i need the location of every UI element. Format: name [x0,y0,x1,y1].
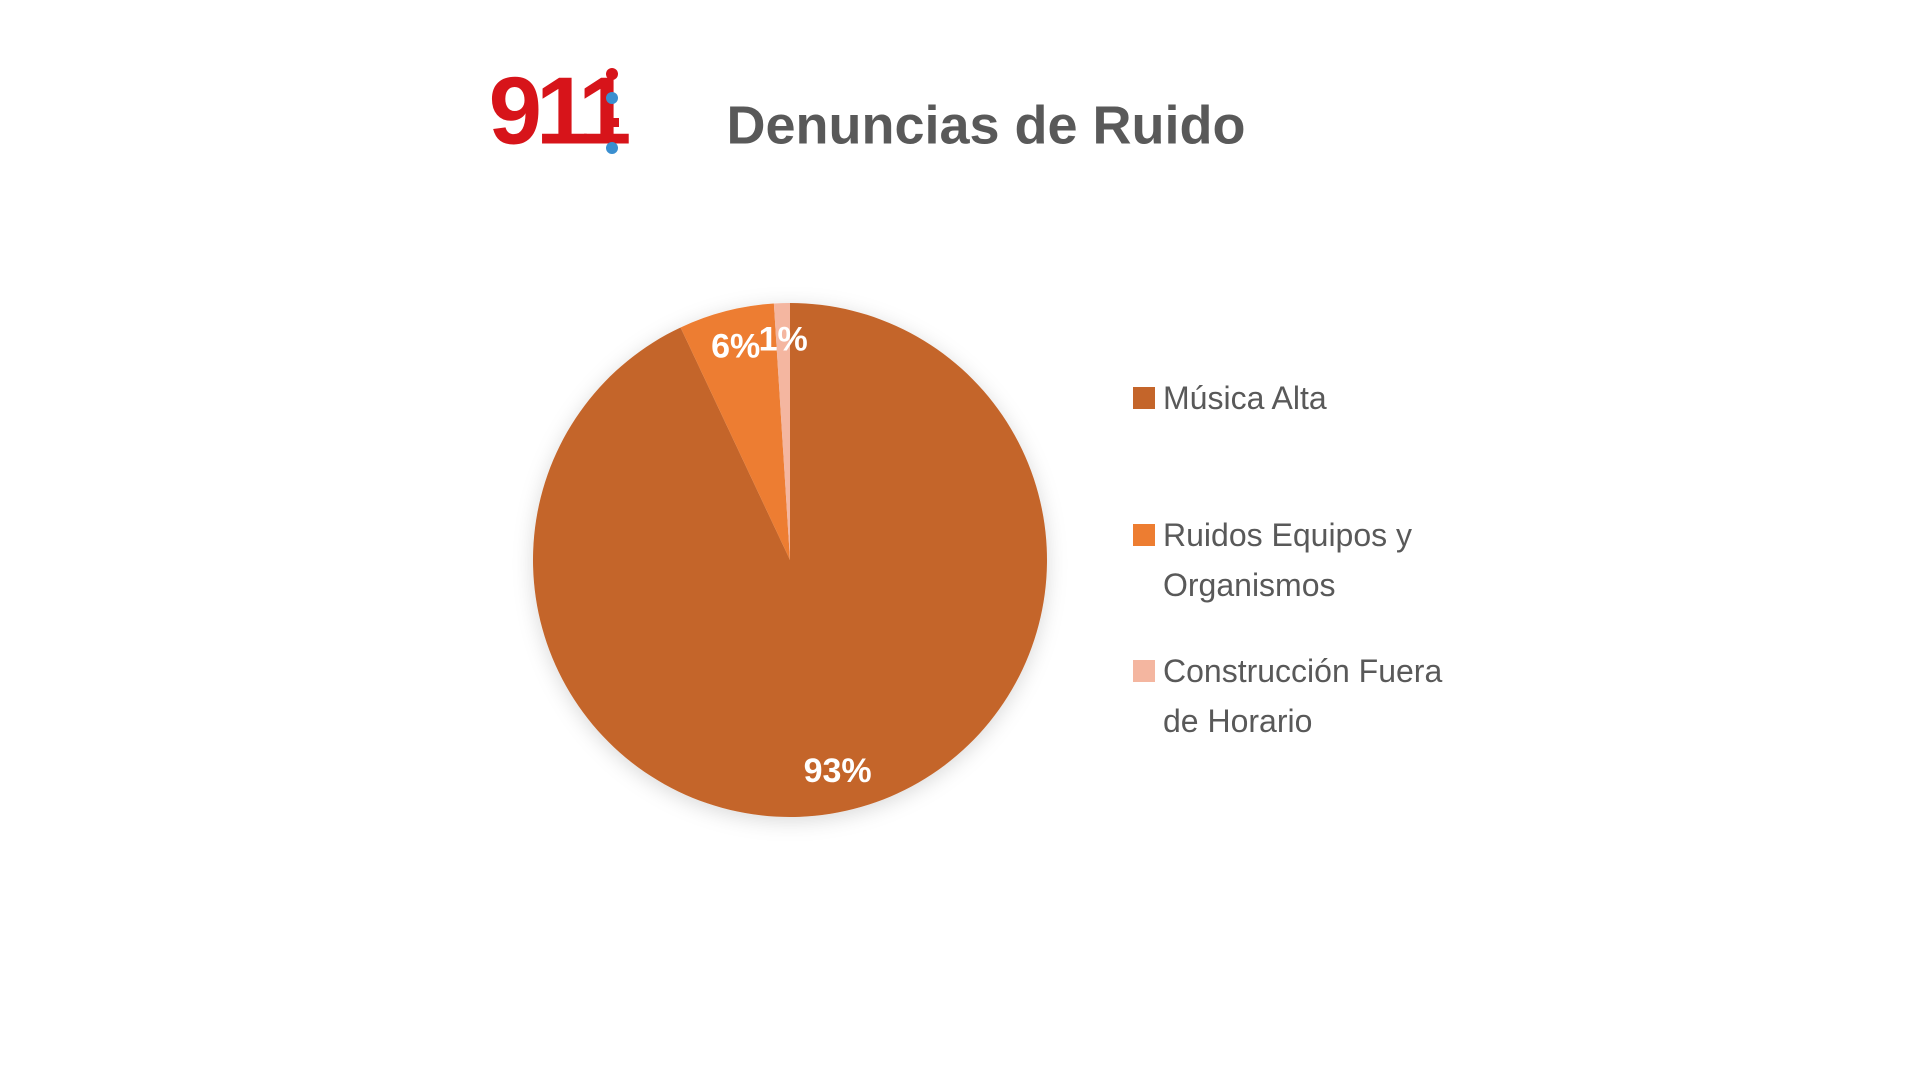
pie [532,303,1047,818]
data-label: 6% [711,327,760,365]
logo-icon [606,68,618,80]
legend-swatch [1133,387,1155,409]
legend-label: Música Alta [1163,380,1327,416]
logo-icon [606,92,618,104]
pie-slice [680,303,790,560]
legend-swatch [1133,524,1155,546]
legend-label: Construcción Fuera de Horario [1163,653,1443,739]
pie-slice [773,303,790,560]
logo-icon [605,118,619,127]
logo-icon [606,142,618,154]
data-label: 93% [804,752,872,790]
data-labels: 93% 6%1% [711,321,872,791]
legend-label: Ruidos Equipos y Organismos [1163,517,1413,603]
chart-title: Denuncias de Ruido [726,95,1245,155]
legend-swatch [1133,660,1155,682]
data-label: 1% [759,321,808,359]
pie-slice [532,303,1047,818]
